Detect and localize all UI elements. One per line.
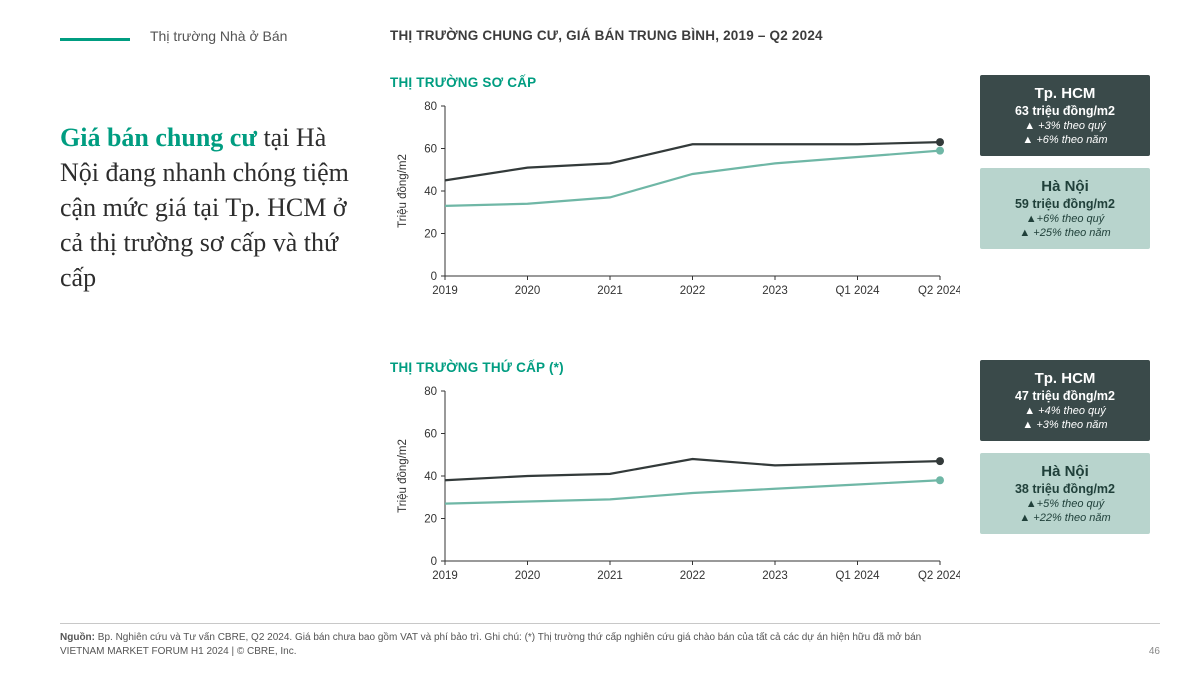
charts-container: THỊ TRƯỜNG SƠ CẤP02040608020192020202120… bbox=[390, 75, 1150, 610]
svg-text:20: 20 bbox=[424, 514, 437, 526]
chart-block: THỊ TRƯỜNG THỨ CẤP (*)020406080201920202… bbox=[390, 360, 1150, 610]
legend-price: 59 triệu đồng/m2 bbox=[992, 197, 1138, 211]
svg-text:40: 40 bbox=[424, 186, 437, 198]
legend-delta-yoy: ▲ +6% theo năm bbox=[992, 134, 1138, 146]
legend-delta-qoq: ▲ +4% theo quý bbox=[992, 405, 1138, 417]
legend-box: Tp. HCM 63 triệu đồng/m2 ▲ +3% theo quý ▲ +… bbox=[980, 75, 1150, 156]
svg-text:Q2 2024: Q2 2024 bbox=[918, 285, 960, 297]
svg-text:2022: 2022 bbox=[680, 570, 706, 582]
svg-text:2021: 2021 bbox=[597, 285, 623, 297]
legend-delta-qoq: ▲ +3% theo quý bbox=[992, 120, 1138, 132]
headline-emphasis: Giá bán chung cư bbox=[60, 123, 257, 152]
svg-text:20: 20 bbox=[424, 229, 437, 241]
svg-text:2021: 2021 bbox=[597, 570, 623, 582]
svg-text:80: 80 bbox=[424, 101, 437, 113]
legend-city: Hà Nội bbox=[992, 178, 1138, 195]
svg-text:2019: 2019 bbox=[432, 285, 458, 297]
page-number: 46 bbox=[1149, 646, 1160, 657]
svg-text:Q1 2024: Q1 2024 bbox=[835, 285, 880, 297]
legend-delta-yoy: ▲ +22% theo năm bbox=[992, 512, 1138, 524]
legend-price: 47 triệu đồng/m2 bbox=[992, 389, 1138, 403]
footer-source-label: Nguồn: bbox=[60, 632, 95, 643]
svg-text:0: 0 bbox=[431, 556, 437, 568]
svg-text:40: 40 bbox=[424, 471, 437, 483]
chart-area: 0 20 40 60 80 2019 2020 2021 2022 2023 Q1 2024 Q2 2… bbox=[390, 381, 960, 591]
svg-text:60: 60 bbox=[424, 429, 437, 441]
legend-city: Tp. HCM bbox=[992, 85, 1138, 102]
chart-legend: Tp. HCM 47 triệu đồng/m2 ▲ +4% theo quý ▲ +… bbox=[980, 360, 1150, 546]
svg-text:2019: 2019 bbox=[432, 570, 458, 582]
svg-text:2023: 2023 bbox=[762, 570, 788, 582]
page-title: THỊ TRƯỜNG CHUNG CƯ, GIÁ BÁN TRUNG BÌNH,… bbox=[390, 28, 823, 43]
accent-bar bbox=[60, 38, 130, 41]
chart-block: THỊ TRƯỜNG SƠ CẤP02040608020192020202120… bbox=[390, 75, 1150, 325]
svg-text:2023: 2023 bbox=[762, 285, 788, 297]
svg-text:2020: 2020 bbox=[515, 570, 541, 582]
svg-text:Triệu đồng/m2: Triệu đồng/m2 bbox=[397, 154, 409, 228]
svg-text:80: 80 bbox=[424, 386, 437, 398]
footer-source-text: Bp. Nghiên cứu và Tư vấn CBRE, Q2 2024. … bbox=[98, 632, 921, 643]
legend-delta-yoy: ▲ +25% theo năm bbox=[992, 227, 1138, 239]
section-label: Thị trường Nhà ở Bán bbox=[150, 28, 287, 44]
legend-delta-qoq: ▲+5% theo quý bbox=[992, 498, 1138, 510]
legend-box: Tp. HCM 47 triệu đồng/m2 ▲ +4% theo quý ▲ +… bbox=[980, 360, 1150, 441]
legend-city: Tp. HCM bbox=[992, 370, 1138, 387]
legend-city: Hà Nội bbox=[992, 463, 1138, 480]
legend-delta-yoy: ▲ +3% theo năm bbox=[992, 419, 1138, 431]
legend-box: Hà Nội 59 triệu đồng/m2 ▲+6% theo quý ▲ +25… bbox=[980, 168, 1150, 249]
slide-page: Thị trường Nhà ở Bán THỊ TRƯỜNG CHUNG CƯ… bbox=[0, 0, 1200, 675]
svg-text:2020: 2020 bbox=[515, 285, 541, 297]
footer-line2: VIETNAM MARKET FORUM H1 2024 | © CBRE, I… bbox=[60, 646, 297, 657]
svg-text:Q2 2024: Q2 2024 bbox=[918, 570, 960, 582]
legend-delta-qoq: ▲+6% theo quý bbox=[992, 213, 1138, 225]
svg-text:Triệu đồng/m2: Triệu đồng/m2 bbox=[397, 439, 409, 513]
svg-text:0: 0 bbox=[431, 271, 437, 283]
legend-box: Hà Nội 38 triệu đồng/m2 ▲+5% theo quý ▲ +22… bbox=[980, 453, 1150, 534]
svg-text:60: 60 bbox=[424, 144, 437, 156]
footer-source: Nguồn: Bp. Nghiên cứu và Tư vấn CBRE, Q2… bbox=[60, 632, 1160, 643]
footer: Nguồn: Bp. Nghiên cứu và Tư vấn CBRE, Q2… bbox=[60, 623, 1160, 657]
legend-price: 63 triệu đồng/m2 bbox=[992, 104, 1138, 118]
legend-price: 38 triệu đồng/m2 bbox=[992, 482, 1138, 496]
svg-text:2022: 2022 bbox=[680, 285, 706, 297]
chart-area: 0 20 40 60 80 2019 2020 2021 2022 2023 Q1 2024 Q2 2… bbox=[390, 96, 960, 306]
svg-text:Q1 2024: Q1 2024 bbox=[835, 570, 880, 582]
chart-legend: Tp. HCM 63 triệu đồng/m2 ▲ +3% theo quý ▲ +… bbox=[980, 75, 1150, 261]
headline: Giá bán chung cư tại Hà Nội đang nhanh c… bbox=[60, 120, 360, 295]
